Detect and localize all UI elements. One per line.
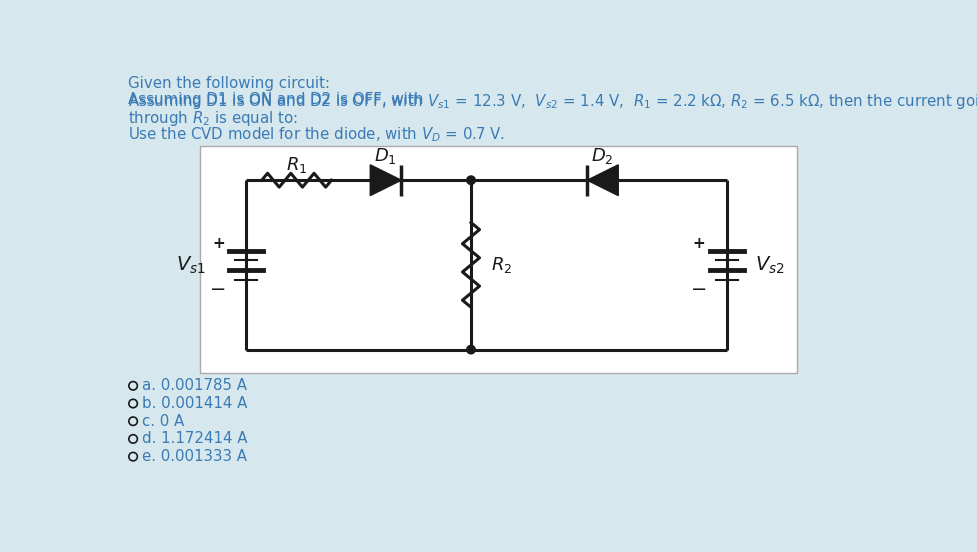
Text: $R_2$: $R_2$ xyxy=(490,255,512,275)
Text: $R_1$: $R_1$ xyxy=(285,155,307,175)
Text: d. 1.172414 A: d. 1.172414 A xyxy=(143,432,247,447)
Text: e. 0.001333 A: e. 0.001333 A xyxy=(143,449,247,464)
Text: −: − xyxy=(690,280,706,299)
Text: Use the CVD model for the diode, with $V_D$ = 0.7 V.: Use the CVD model for the diode, with $V… xyxy=(128,125,504,144)
Text: a. 0.001785 A: a. 0.001785 A xyxy=(143,378,247,393)
Text: $V_{s2}$: $V_{s2}$ xyxy=(753,254,784,275)
Circle shape xyxy=(466,176,475,184)
Circle shape xyxy=(466,346,475,354)
Text: c. 0 A: c. 0 A xyxy=(143,413,185,429)
Text: +: + xyxy=(212,236,225,251)
Text: $D_2$: $D_2$ xyxy=(591,146,614,166)
Text: Assuming D1 is ON and D2 is OFF, with $V_{s1}$ = 12.3 V,  $V_{s2}$ = 1.4 V,  $R_: Assuming D1 is ON and D2 is OFF, with $V… xyxy=(128,92,977,110)
Polygon shape xyxy=(586,165,617,195)
Polygon shape xyxy=(370,165,401,195)
Text: Assuming D1 is ON and D2 is OFF, with: Assuming D1 is ON and D2 is OFF, with xyxy=(128,92,428,107)
Text: $V_{s1}$: $V_{s1}$ xyxy=(175,254,205,275)
Text: Given the following circuit:: Given the following circuit: xyxy=(128,76,329,91)
Text: through $R_2$ is equal to:: through $R_2$ is equal to: xyxy=(128,109,297,128)
Text: +: + xyxy=(692,236,704,251)
Bar xyxy=(199,146,795,373)
Text: b. 0.001414 A: b. 0.001414 A xyxy=(143,396,247,411)
Text: −: − xyxy=(210,280,227,299)
Text: $D_1$: $D_1$ xyxy=(374,146,397,166)
